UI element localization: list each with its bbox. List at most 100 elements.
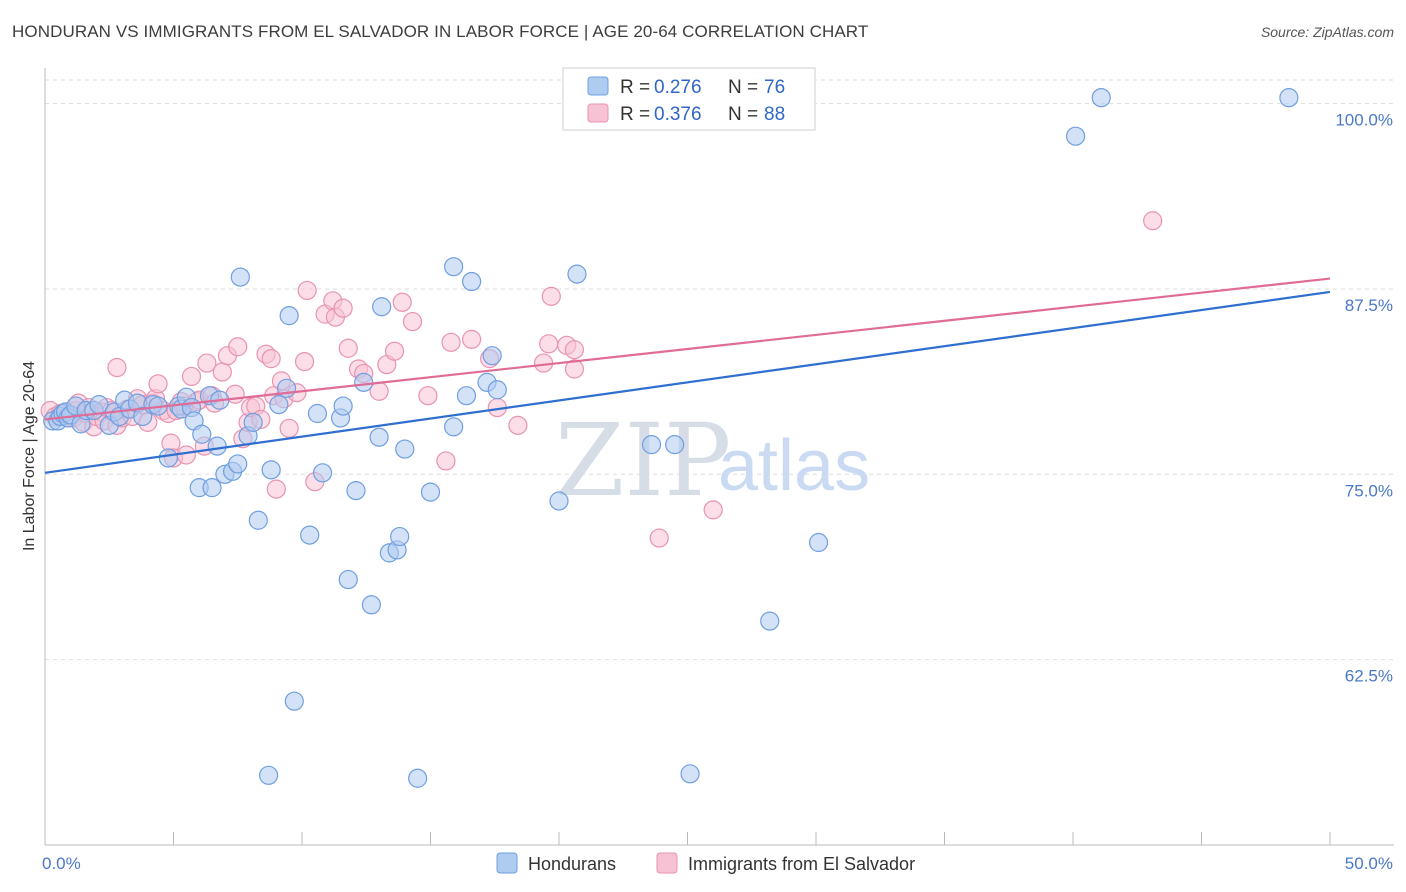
watermark-atlas: atlas [718, 426, 870, 506]
legend-r-value-hondurans: 0.276 [654, 77, 702, 98]
el-salvador-point [294, 351, 315, 372]
watermark-zip: ZIP [555, 402, 731, 519]
honduran-point [261, 460, 281, 480]
honduran-point [487, 380, 507, 400]
honduran-point [372, 297, 392, 317]
honduran-point [269, 395, 289, 415]
el-salvador-point [107, 357, 127, 378]
honduran-point [243, 412, 263, 432]
honduran-point [760, 611, 780, 631]
y-axis-title: In Labor Force | Age 20-64 [21, 361, 38, 551]
el-salvador-point [436, 451, 456, 471]
el-salvador-point [541, 286, 561, 306]
legend-r-value-el-salvador: 0.376 [654, 104, 702, 125]
honduran-point [462, 271, 482, 292]
grid-lines [45, 79, 1394, 661]
legend-n-value-el-salvador: 88 [764, 104, 785, 125]
el-salvador-point [392, 292, 412, 312]
bottom-legend-swatch-el-salvador [656, 852, 678, 874]
el-salvador-point [402, 311, 423, 332]
el-salvador-point [703, 500, 723, 520]
series-hondurans [43, 88, 1299, 788]
correlation-legend: R = 0.276 N = 76 R = 0.376 N = 88 [562, 67, 816, 131]
honduran-point [390, 526, 410, 547]
honduran-point [420, 482, 441, 502]
y-tick-label: 75.0% [1345, 481, 1393, 500]
legend-swatch-el-salvador [587, 103, 609, 123]
honduran-point [354, 372, 374, 392]
honduran-point [202, 478, 222, 498]
honduran-point [192, 424, 212, 444]
honduran-point [361, 595, 381, 615]
honduran-point [279, 306, 299, 326]
bottom-legend-label-el-salvador: Immigrants from El Salvador [688, 854, 915, 874]
honduran-point [300, 525, 320, 545]
y-tick-label: 87.5% [1345, 296, 1393, 315]
honduran-point [549, 491, 569, 511]
legend-n-label-el-salvador: N = [728, 104, 758, 125]
honduran-point [158, 448, 178, 468]
series-legend: Hondurans Immigrants from El Salvador [496, 852, 915, 874]
honduran-point [307, 403, 328, 424]
honduran-point [567, 264, 587, 284]
trend-line-hondurans [44, 290, 1331, 474]
honduran-point [408, 768, 428, 788]
honduran-point [444, 417, 464, 437]
el-salvador-point [1143, 211, 1163, 231]
el-salvador-point [508, 415, 528, 435]
chart-title: HONDURAN VS IMMIGRANTS FROM EL SALVADOR … [12, 22, 869, 41]
honduran-point [369, 427, 389, 447]
legend-n-value-hondurans: 76 [764, 77, 785, 98]
honduran-point [207, 436, 227, 456]
honduran-point [395, 439, 415, 459]
honduran-point [284, 691, 304, 711]
honduran-point [258, 765, 279, 785]
legend-n-label-hondurans: N = [728, 77, 758, 98]
bottom-legend-swatch-hondurans [496, 852, 518, 874]
el-salvador-point [384, 341, 405, 361]
el-salvador-point [228, 337, 248, 357]
trend-line-el-salvador [44, 277, 1331, 421]
honduran-point [808, 532, 829, 553]
honduran-point [230, 267, 250, 287]
el-salvador-point [176, 445, 196, 465]
el-salvador-point [333, 298, 353, 318]
honduran-point [444, 257, 464, 277]
honduran-point [346, 481, 366, 501]
y-tick-labels: 62.5% 75.0% 87.5% 100.0% [1335, 111, 1393, 686]
x-ticks [44, 832, 1331, 845]
x-tick-label-max: 50.0% [1345, 854, 1393, 873]
legend-r-label-hondurans: R = [620, 77, 650, 98]
honduran-point [312, 463, 333, 483]
el-salvador-point [418, 386, 438, 406]
el-salvador-point [649, 528, 669, 548]
chart-source: Source: ZipAtlas.com [1260, 24, 1394, 40]
el-salvador-point [279, 418, 299, 438]
honduran-point [665, 435, 685, 455]
y-tick-label: 62.5% [1345, 667, 1393, 686]
el-salvador-point [181, 366, 202, 387]
el-salvador-point [148, 374, 168, 394]
honduran-point [456, 386, 477, 406]
honduran-point [1091, 88, 1111, 108]
honduran-point [228, 454, 248, 474]
watermark: ZIP atlas [555, 402, 870, 519]
honduran-point [333, 396, 353, 416]
el-salvador-point [197, 353, 217, 373]
legend-r-label-el-salvador: R = [620, 104, 650, 125]
y-tick-label: 100.0% [1335, 111, 1393, 130]
bottom-legend-label-hondurans: Hondurans [528, 854, 616, 874]
x-tick-label-min: 0.0% [42, 854, 81, 873]
honduran-point [680, 764, 700, 784]
el-salvador-point [441, 332, 461, 352]
honduran-point [1065, 126, 1086, 146]
honduran-point [641, 435, 662, 455]
el-salvador-point [462, 329, 482, 349]
honduran-point [482, 346, 502, 366]
el-salvador-point [261, 349, 281, 369]
trend-lines [44, 277, 1331, 474]
el-salvador-point [564, 340, 585, 360]
honduran-point [338, 569, 358, 590]
el-salvador-point [266, 479, 286, 499]
